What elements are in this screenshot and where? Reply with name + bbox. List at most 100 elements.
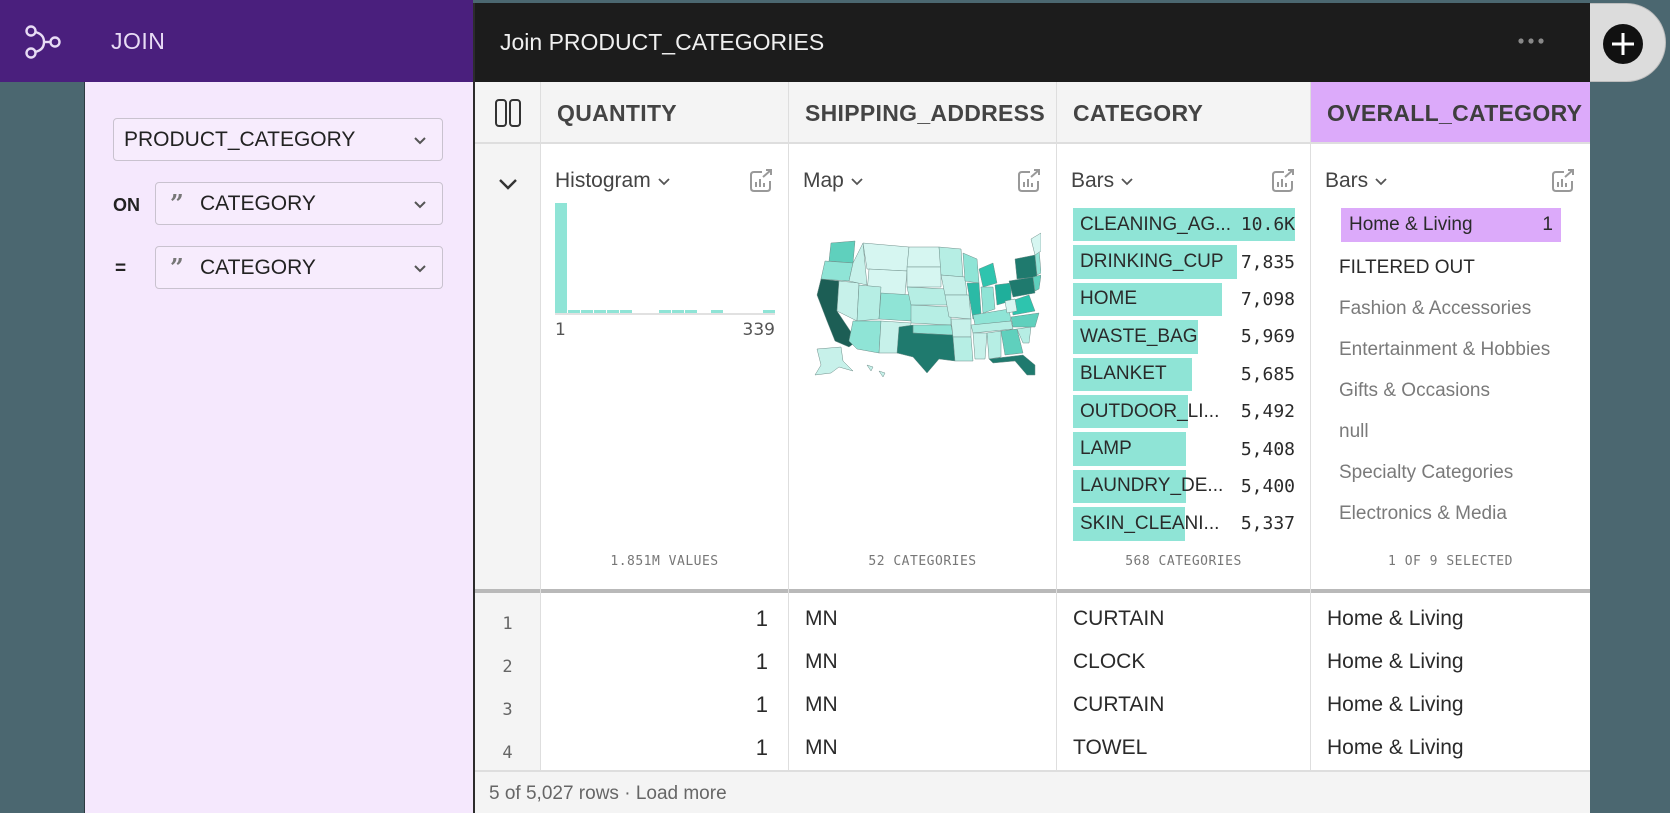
separator: ·	[618, 783, 636, 804]
row-count-status: 5 of 5,027 rows · Load more	[489, 783, 727, 805]
row-index: 4	[502, 742, 513, 763]
table-cell[interactable]: Home & Living	[1327, 606, 1464, 630]
string-type-icon: ”	[170, 252, 184, 282]
table-cell[interactable]: 1	[755, 734, 768, 760]
viz-type-dropdown[interactable]: Bars	[1325, 169, 1388, 193]
table-cell[interactable]: MN	[805, 606, 838, 630]
filtered-category[interactable]: Entertainment & Hobbies	[1339, 338, 1551, 360]
column-header-overall-category[interactable]: OVERALL_CATEGORY	[1311, 82, 1590, 144]
row-index-list: 1 2 3 4	[475, 597, 540, 770]
histogram-bin[interactable]	[711, 309, 723, 313]
column-layout-toggle[interactable]	[475, 82, 540, 144]
table-select-value: PRODUCT_CATEGORY	[124, 127, 356, 151]
histogram-bin[interactable]	[594, 309, 606, 313]
table-cell[interactable]: 1	[755, 691, 768, 717]
right-key-select[interactable]: ” CATEGORY	[155, 246, 443, 289]
category-bar[interactable]: SKIN_CLEANI... 5,337	[1073, 505, 1295, 542]
table-cell[interactable]: Home & Living	[1327, 649, 1464, 673]
column-header-category[interactable]: CATEGORY	[1057, 82, 1310, 144]
category-bar[interactable]: DRINKING_CUP 7,835	[1073, 243, 1295, 280]
selected-category-bar[interactable]: Home & Living 1	[1341, 208, 1561, 242]
viz-type-label: Bars	[1325, 169, 1369, 192]
category-bar-list: CLEANING_AG... 10.6K DRINKING_CUP 7,835 HOME…	[1073, 206, 1295, 543]
histogram-bin[interactable]	[659, 309, 671, 313]
bar-label: HOME	[1080, 288, 1137, 310]
expand-chart-icon[interactable]	[1550, 168, 1576, 194]
table-cell[interactable]: 1	[755, 648, 768, 674]
chevron-down-icon	[658, 178, 670, 186]
filtered-category[interactable]: Specialty Categories	[1339, 461, 1514, 483]
bar-fill	[1073, 320, 1198, 354]
category-bar[interactable]: WASTE_BAG 5,969	[1073, 318, 1295, 355]
histogram-bin[interactable]	[607, 309, 619, 313]
viz-type-dropdown[interactable]: Histogram	[555, 169, 671, 193]
expand-chart-icon[interactable]	[1270, 168, 1296, 194]
table-cell[interactable]: Home & Living	[1327, 735, 1464, 759]
table-cell[interactable]: TOWEL	[1073, 735, 1148, 759]
chevron-down-icon	[414, 264, 426, 272]
bar-value: 5,337	[1240, 513, 1295, 535]
category-bar[interactable]: BLANKET 5,685	[1073, 356, 1295, 393]
chevron-down-icon[interactable]	[493, 174, 523, 194]
expand-chart-icon[interactable]	[1016, 168, 1042, 194]
category-bar[interactable]: LAMP 5,408	[1073, 430, 1295, 467]
filtered-category[interactable]: Fashion & Accessories	[1339, 297, 1532, 319]
bar-fill	[1073, 432, 1187, 466]
row-index: 1	[502, 613, 513, 634]
results-header: Join PRODUCT_CATEGORIES	[475, 3, 1590, 82]
summary-toggle-cell	[475, 144, 540, 593]
filtered-out-heading: FILTERED OUT	[1339, 256, 1475, 278]
bar-label: WASTE_BAG	[1080, 325, 1198, 347]
table-cell[interactable]: CURTAIN	[1073, 692, 1165, 716]
add-step-button[interactable]	[1603, 24, 1643, 64]
filtered-category[interactable]: null	[1339, 420, 1369, 442]
bar-label: LAUNDRY_DE...	[1080, 475, 1224, 497]
viz-type-dropdown[interactable]: Map	[803, 169, 864, 193]
filtered-category[interactable]: Electronics & Media	[1339, 502, 1507, 524]
overall-category-list: Home & Living 1 FILTERED OUT Fashion & A…	[1339, 206, 1561, 534]
left-key-select[interactable]: ” CATEGORY	[155, 182, 443, 225]
category-bar[interactable]: LAUNDRY_DE... 5,400	[1073, 468, 1295, 505]
category-bar[interactable]: CLEANING_AG... 10.6K	[1073, 206, 1295, 243]
filtered-category[interactable]: Gifts & Occasions	[1339, 379, 1490, 401]
chevron-down-icon	[414, 200, 426, 208]
histogram-bin[interactable]	[555, 203, 567, 313]
viz-type-dropdown[interactable]: Bars	[1071, 169, 1134, 193]
table-select[interactable]: PRODUCT_CATEGORY	[113, 118, 443, 161]
bar-value: 7,098	[1240, 288, 1295, 310]
category-bar[interactable]: OUTDOOR_LI... 5,492	[1073, 393, 1295, 430]
quantity-cells: 1 1 1 1	[541, 597, 788, 770]
quantity-histogram[interactable]	[555, 200, 775, 315]
histogram-bin[interactable]	[763, 309, 775, 313]
table-cell[interactable]: MN	[805, 735, 838, 759]
histogram-bin[interactable]	[672, 309, 684, 313]
column-header-quantity[interactable]: QUANTITY	[541, 82, 788, 144]
column-header-shipping-address[interactable]: SHIPPING_ADDRESS	[789, 82, 1056, 144]
table-cell[interactable]: CURTAIN	[1073, 606, 1165, 630]
bar-value: 5,492	[1240, 401, 1295, 423]
table-cell[interactable]: Home & Living	[1327, 692, 1464, 716]
bar-label: CLEANING_AG...	[1080, 213, 1230, 235]
results-panel: Join PRODUCT_CATEGORIES 1 2 3 4	[473, 3, 1590, 813]
expand-chart-icon[interactable]	[748, 168, 774, 194]
categories-count: 52 CATEGORIES	[868, 554, 977, 569]
table-cell[interactable]: MN	[805, 692, 838, 716]
ellipsis-icon[interactable]	[1516, 33, 1546, 49]
values-count: 1.851M VALUES	[610, 554, 719, 569]
histogram-bin[interactable]	[620, 309, 632, 313]
us-choropleth-map[interactable]	[809, 229, 1041, 379]
join-node-header[interactable]: JOIN	[0, 0, 473, 82]
overall-category-cells: Home & Living Home & Living Home & Livin…	[1311, 597, 1590, 770]
panel-title: Join PRODUCT_CATEGORIES	[500, 29, 825, 55]
histogram-bin[interactable]	[685, 309, 697, 313]
category-bar[interactable]: HOME 7,098	[1073, 281, 1295, 318]
load-more-link[interactable]: Load more	[635, 783, 727, 804]
table-cell[interactable]: MN	[805, 649, 838, 673]
table-cell[interactable]: CLOCK	[1073, 649, 1146, 673]
histogram-bin[interactable]	[581, 309, 593, 313]
categories-count: 568 CATEGORIES	[1125, 554, 1242, 569]
table-cell[interactable]: 1	[755, 605, 768, 631]
bar-fill	[1073, 507, 1185, 541]
histogram-bin[interactable]	[568, 309, 580, 313]
